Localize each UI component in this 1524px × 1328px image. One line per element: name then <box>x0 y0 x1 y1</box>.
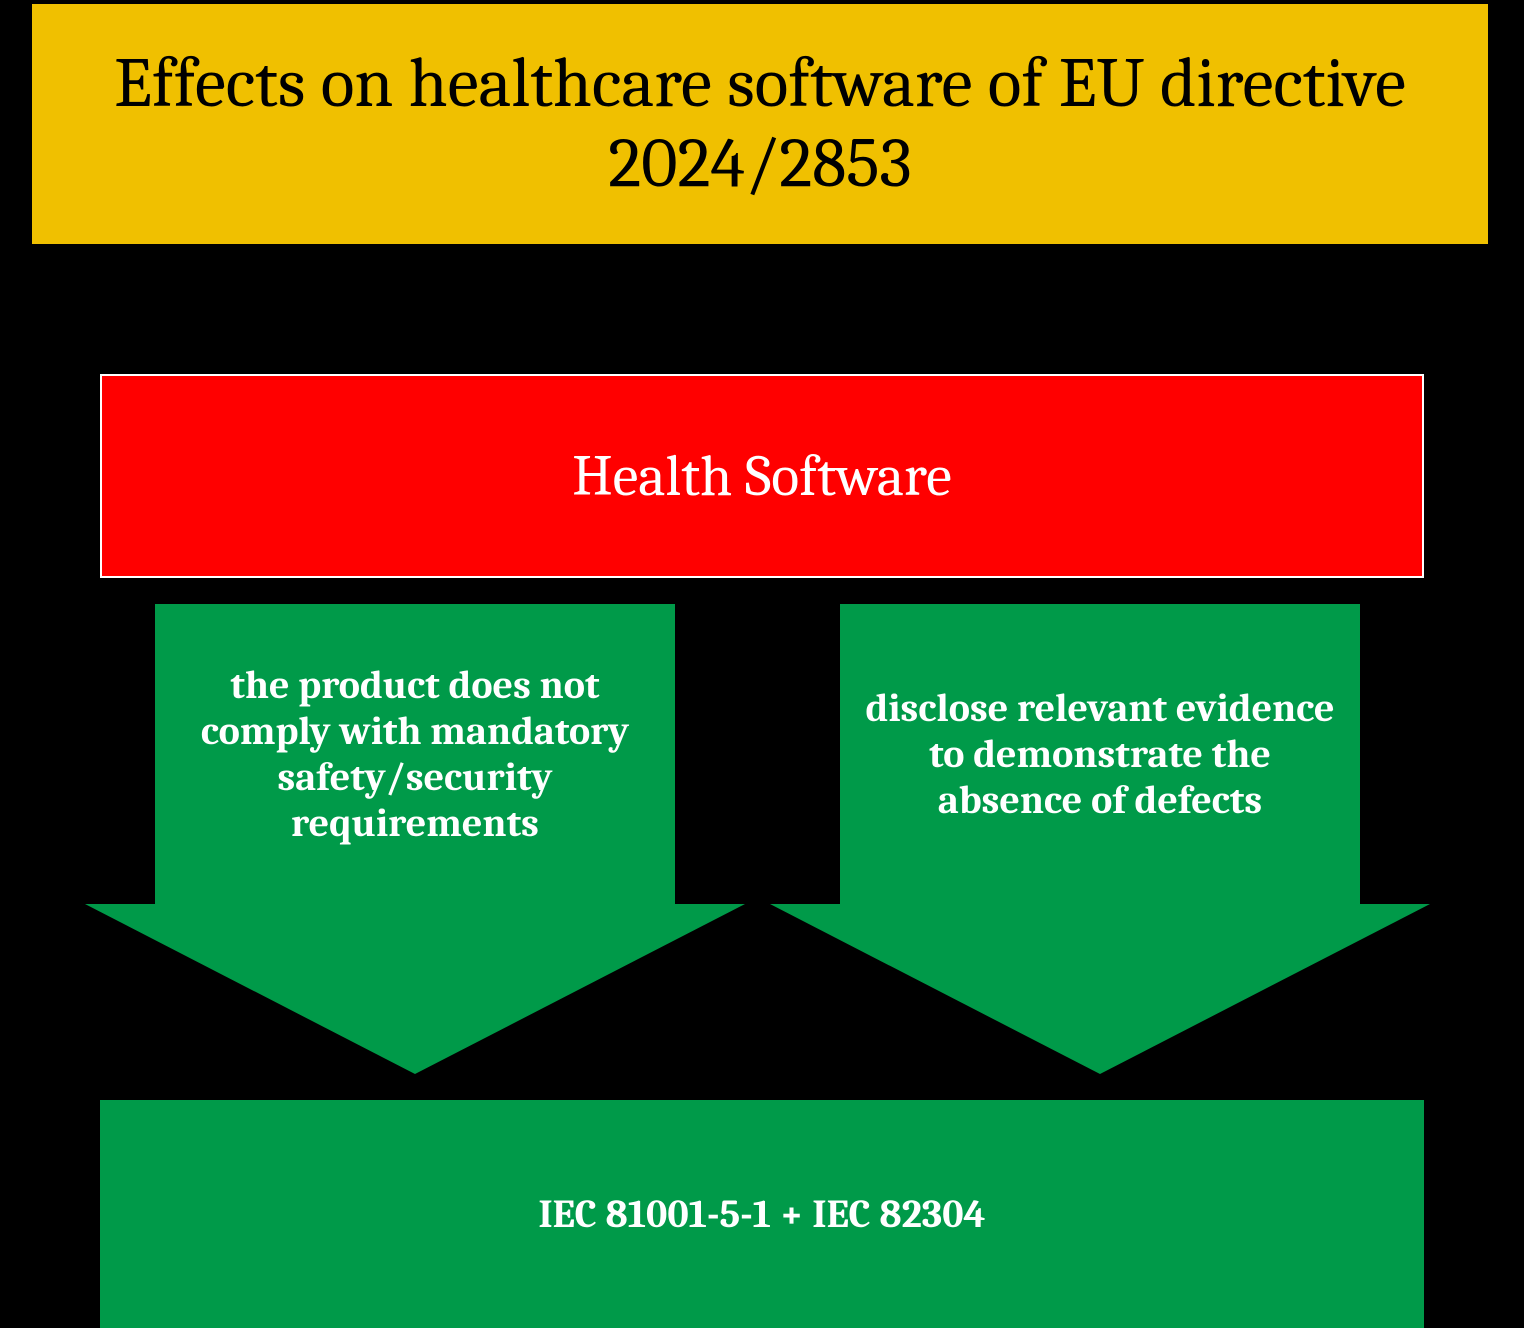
standards-box: IEC 81001-5-1 + IEC 82304 <box>100 1100 1424 1328</box>
left-arrow-head <box>85 904 745 1074</box>
title-text: Effects on healthcare software of EU dir… <box>72 44 1448 205</box>
right-arrow-shaft: disclose relevant evidence to demonstrat… <box>840 604 1360 904</box>
right-arrow-head <box>770 904 1430 1074</box>
title-banner: Effects on healthcare software of EU dir… <box>32 4 1488 244</box>
health-software-label: Health Software <box>572 443 951 510</box>
left-arrow-shaft: the product does not comply with mandato… <box>155 604 675 904</box>
left-arrow-text: the product does not comply with mandato… <box>175 662 655 846</box>
health-software-box: Health Software <box>100 374 1424 578</box>
standards-label: IEC 81001-5-1 + IEC 82304 <box>538 1191 985 1237</box>
right-arrow-text: disclose relevant evidence to demonstrat… <box>860 685 1340 823</box>
